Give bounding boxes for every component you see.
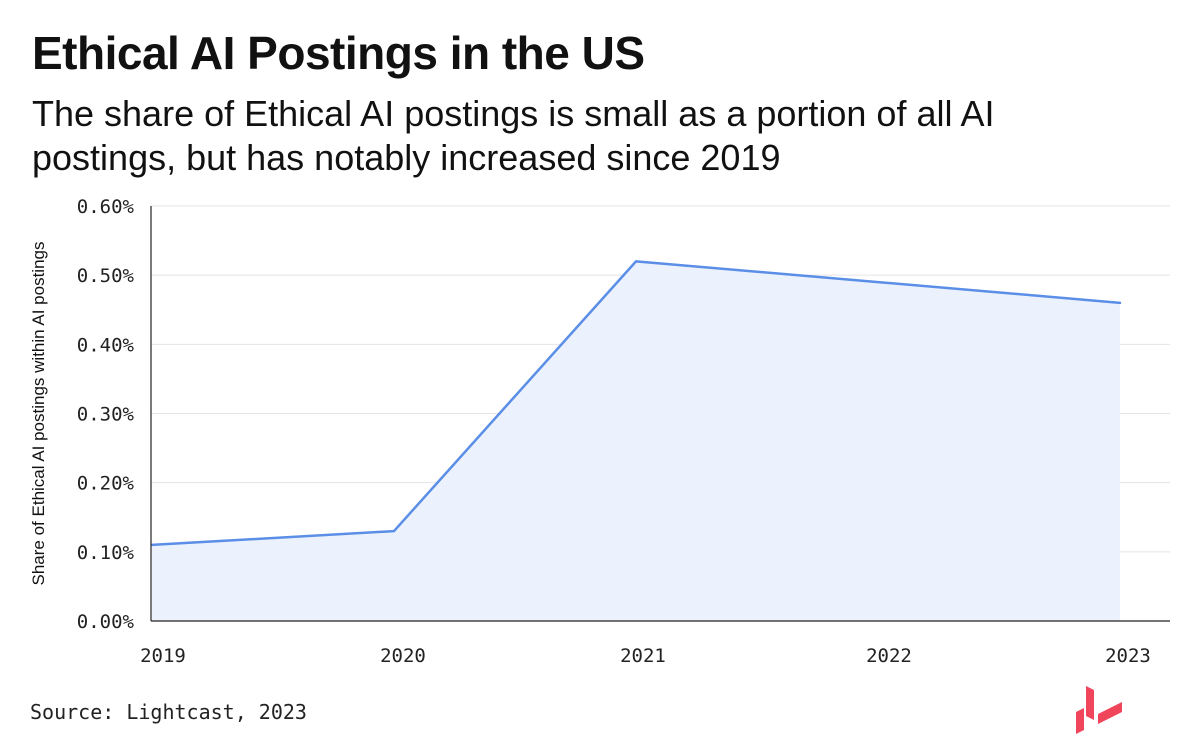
x-tick-label: 2023 — [1105, 645, 1151, 667]
line-chart: 0.00% 0.10% 0.20% 0.30% 0.40% 0.50% 0.60% 2019 2… — [29, 196, 1170, 667]
y-tick-label: 0.50% — [77, 265, 135, 287]
x-tick-label: 2020 — [380, 645, 426, 667]
y-tick-label: 0.40% — [77, 334, 135, 356]
y-tick-label: 0.30% — [77, 404, 135, 426]
lightcast-logo-icon — [1076, 686, 1122, 734]
area-fill — [152, 261, 1120, 621]
chart-title: Ethical AI Postings in the US — [32, 27, 645, 79]
y-axis-title: Share of Ethical AI postings within AI p… — [29, 242, 48, 586]
source-note: Source: Lightcast, 2023 — [30, 700, 307, 724]
x-tick-label: 2021 — [620, 645, 666, 667]
axes — [150, 206, 1170, 622]
chart-subtitle: The share of Ethical AI postings is smal… — [32, 93, 995, 178]
y-tick-label: 0.60% — [77, 196, 135, 218]
tick-labels: 0.00% 0.10% 0.20% 0.30% 0.40% 0.50% 0.60% 2019 2… — [77, 196, 1151, 667]
x-tick-label: 2019 — [140, 645, 186, 667]
plot-area — [150, 260, 1122, 621]
y-tick-label: 0.20% — [77, 473, 135, 495]
x-tick-label: 2022 — [866, 645, 912, 667]
y-tick-label: 0.10% — [77, 542, 135, 564]
y-tick-label: 0.00% — [77, 611, 135, 633]
